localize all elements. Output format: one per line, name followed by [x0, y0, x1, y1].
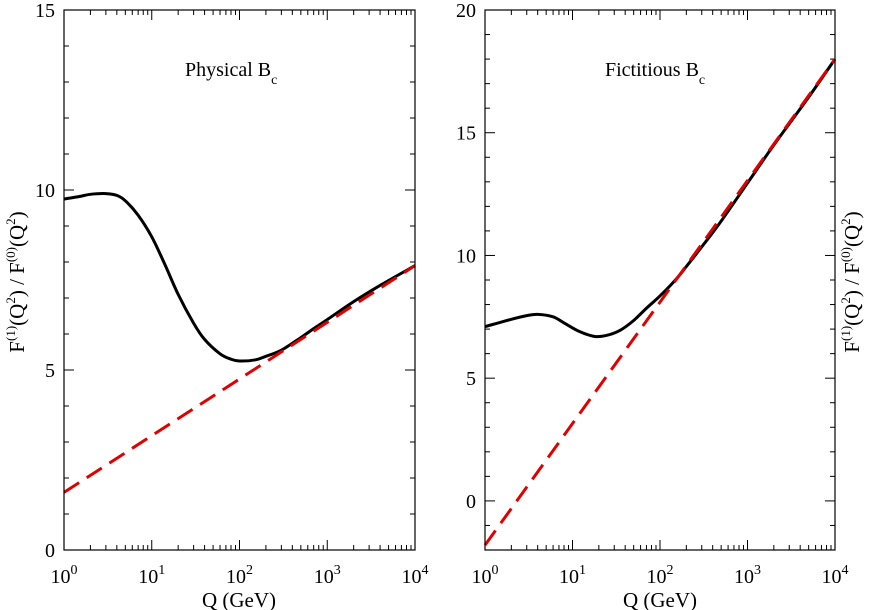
left-series — [63, 192, 416, 494]
right-series — [483, 58, 837, 546]
right-ytick-label: 0 — [466, 491, 476, 513]
right-axis-ticks — [484, 9, 836, 551]
left-ytick-label: 5 — [45, 360, 55, 382]
right-series-asymptotic-dashed-line — [483, 58, 837, 546]
left-ytick-label: 15 — [35, 0, 55, 22]
right-xtick-label: 100 — [472, 563, 499, 588]
right-ytick-label: 5 — [466, 368, 476, 390]
left-panel-title: Physical Bc — [185, 59, 277, 88]
left-x-axis-label: Q (GeV) — [202, 588, 276, 610]
right-plot-frame — [484, 9, 836, 551]
right-series-full-solid-line — [484, 58, 837, 339]
right-xtick-label: 101 — [559, 563, 586, 588]
left-xtick-label: 102 — [226, 563, 253, 588]
right-xtick-label: 104 — [822, 563, 849, 588]
left-xtick-label: 103 — [314, 563, 341, 588]
left-ytick-label: 0 — [45, 540, 55, 562]
left-title-sub: c — [271, 73, 277, 88]
left-xtick-label: 100 — [51, 563, 78, 588]
left-y-axis-label: F(1)(Q2) / F(0)(Q2) — [3, 211, 29, 352]
right-ytick-label: 20 — [456, 0, 476, 22]
right-ytick-label: 10 — [456, 245, 476, 267]
left-series-asymptotic-dashed-line — [63, 264, 416, 494]
right-xtick-label: 103 — [734, 563, 761, 588]
right-y-axis-label: F(1)(Q2) / F(0)(Q2) — [838, 211, 864, 352]
left-title-main: Physical B — [185, 59, 271, 81]
left-ytick-label: 10 — [35, 180, 55, 202]
right-panel: 100 101 102 103 104 0 5 10 15 20 Fictitious Bc Q … — [456, 0, 864, 610]
right-title-sub: c — [699, 73, 705, 88]
left-axis-ticks — [63, 9, 416, 551]
right-panel-title: Fictitious Bc — [605, 59, 705, 88]
right-tick-labels: 100 101 102 103 104 0 5 10 15 20 — [456, 0, 849, 588]
left-plot-frame — [63, 9, 416, 551]
right-title-main: Fictitious B — [605, 59, 699, 81]
right-x-axis-label: Q (GeV) — [623, 588, 697, 610]
left-panel: 100 101 102 103 104 0 5 10 15 Physical Bc Q (GeV… — [3, 0, 429, 610]
left-xtick-label: 104 — [402, 563, 429, 588]
right-xtick-label: 102 — [647, 563, 674, 588]
right-ytick-label: 15 — [456, 123, 476, 145]
left-xtick-label: 101 — [138, 563, 165, 588]
left-series-full-solid-line — [63, 192, 416, 363]
